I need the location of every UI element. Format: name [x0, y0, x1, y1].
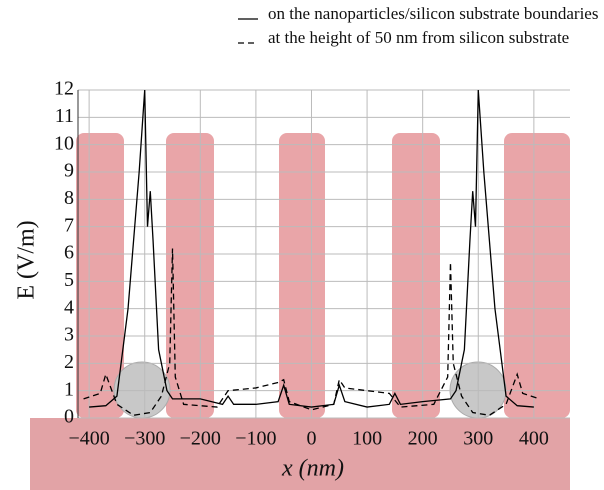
x-tick-label: −100	[235, 428, 276, 450]
x-tick-label: −400	[68, 428, 109, 450]
y-tick-label: 5	[64, 269, 74, 291]
legend-label: on the nanoparticles/silicon substrate b…	[268, 4, 598, 23]
background-art	[30, 133, 570, 490]
y-axis-label: E (V/m)	[14, 220, 40, 299]
y-tick-label: 0	[64, 406, 74, 428]
column	[166, 133, 214, 418]
data-line	[89, 89, 534, 408]
x-tick-label: −200	[180, 428, 221, 450]
y-tick-label: 4	[64, 296, 74, 318]
nanoparticle	[113, 361, 171, 419]
legend-label: at the height of 50 nm from silicon subs…	[268, 28, 569, 47]
column	[392, 133, 440, 418]
y-tick-label: 7	[64, 214, 74, 236]
substrate	[30, 418, 570, 490]
x-tick-label: 100	[352, 428, 382, 450]
column	[279, 133, 325, 418]
x-axis-label: x (nm)	[281, 456, 344, 482]
x-tick-label: −300	[124, 428, 165, 450]
column	[504, 133, 570, 418]
x-tick-label: 400	[519, 428, 549, 450]
y-tick-label: 2	[64, 351, 74, 373]
y-tick-label: 6	[64, 242, 74, 264]
x-tick-label: 300	[463, 428, 493, 450]
y-tick-label: 10	[54, 132, 74, 154]
y-tick-label: 1	[64, 378, 74, 400]
x-tick-label: 200	[408, 428, 438, 450]
y-tick-label: 11	[55, 105, 74, 127]
y-tick-label: 8	[64, 187, 74, 209]
y-tick-label: 9	[64, 160, 74, 182]
y-tick-label: 3	[64, 324, 74, 346]
x-tick-label: 0	[306, 428, 316, 450]
y-tick-label: 12	[54, 78, 74, 100]
column	[76, 133, 124, 418]
